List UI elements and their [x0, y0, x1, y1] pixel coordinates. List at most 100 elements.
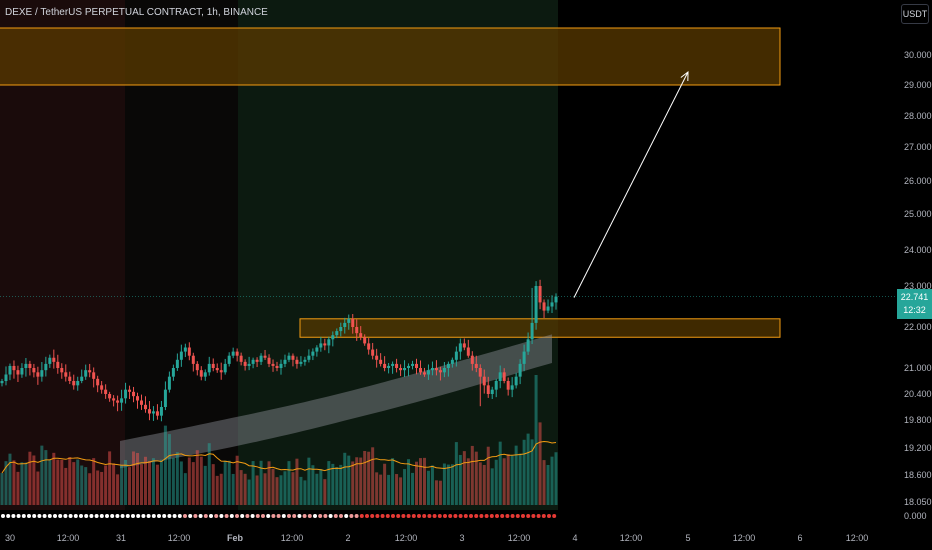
candle-body — [239, 355, 243, 362]
volume-bar — [275, 477, 279, 505]
candle-body — [56, 361, 60, 368]
signal-dot — [162, 514, 167, 518]
volume-bar — [251, 461, 255, 505]
signal-dot — [307, 514, 312, 518]
signal-dot — [79, 514, 83, 518]
time-axis[interactable]: 30 12:00 31 12:00 Feb 12:00 2 12:00 3 12:00 4 12:00… — [5, 533, 868, 543]
volume-bar — [255, 475, 259, 505]
candle-body — [538, 286, 542, 303]
candle-body — [403, 368, 407, 371]
volume-bar — [327, 461, 331, 505]
candle-body — [116, 400, 120, 403]
volume-bar — [430, 465, 434, 505]
candle-body — [60, 368, 64, 373]
time-tick-label: 12:00 — [57, 533, 80, 543]
volume-bar — [139, 464, 143, 505]
signal-dot — [27, 514, 31, 518]
signal-dot — [68, 514, 73, 518]
volume-bar — [72, 462, 76, 505]
volume-bar — [151, 458, 155, 505]
volume-bar — [526, 433, 530, 505]
candle-body — [327, 339, 331, 346]
candle-body — [474, 363, 478, 368]
volume-bar — [48, 459, 52, 505]
volume-bar — [474, 451, 478, 505]
candle-body — [128, 389, 132, 392]
volume-bar — [116, 474, 120, 505]
volume-bar — [0, 473, 4, 505]
volume-bar — [104, 465, 108, 505]
candle-body — [275, 365, 279, 368]
volume-bar — [307, 457, 311, 505]
candle-body — [418, 368, 422, 373]
signal-dot — [287, 514, 291, 518]
volume-bar — [554, 452, 558, 505]
candle-body — [159, 407, 163, 416]
chart-title: DEXE / TetherUS PERPETUAL CONTRACT, 1h, … — [5, 7, 268, 18]
candle-body — [295, 359, 299, 364]
volume-bar — [395, 474, 399, 505]
candle-body — [207, 363, 211, 373]
candle-body — [112, 398, 116, 401]
signal-dot — [417, 514, 421, 518]
price-tick-label: 28.000 — [904, 111, 932, 121]
signal-dot — [94, 514, 99, 518]
volume-bar — [347, 455, 351, 505]
signal-dot — [219, 514, 224, 518]
last-price-value: 22.741 — [900, 292, 929, 302]
currency-button[interactable]: USDT — [901, 4, 929, 24]
candle-body — [16, 370, 20, 375]
candle-body — [411, 363, 415, 366]
volume-bar — [550, 456, 554, 505]
signal-dot — [505, 514, 510, 518]
candle-body — [155, 411, 159, 416]
volume-bar — [387, 474, 391, 505]
volume-bar — [227, 460, 231, 505]
projection-arrow[interactable] — [573, 71, 689, 298]
price-tick-label: 26.000 — [904, 176, 932, 186]
signal-dot — [73, 514, 78, 518]
price-tick-label: 19.200 — [904, 443, 932, 453]
volume-bar — [16, 471, 20, 505]
volume-bar — [44, 450, 48, 505]
candle-body — [0, 381, 4, 384]
volume-bar — [375, 472, 379, 505]
signal-dot — [463, 514, 468, 518]
time-tick-label: 31 — [116, 533, 126, 543]
candle-body — [36, 372, 40, 377]
target-zone[interactable] — [0, 27, 781, 86]
volume-bar — [343, 452, 347, 505]
signal-dot — [354, 514, 359, 518]
volume-bar — [538, 422, 542, 505]
candle-body — [490, 389, 494, 394]
candle-body — [28, 363, 32, 368]
candle-body — [550, 302, 554, 307]
candle-body — [526, 339, 530, 352]
candle-body — [219, 370, 223, 373]
signal-dot — [458, 514, 463, 518]
candle-body — [120, 398, 124, 403]
candle-body — [534, 286, 538, 323]
signal-dot — [261, 514, 265, 518]
price-axis[interactable]: 30.000 29.000 28.000 27.000 26.000 25.000 24.0… — [904, 50, 932, 507]
signal-dot — [203, 514, 208, 518]
candle-body — [359, 333, 363, 338]
signal-dot — [266, 514, 271, 518]
signal-dot — [375, 514, 380, 518]
candle-body — [235, 351, 239, 356]
price-tick-label: 20.400 — [904, 389, 932, 399]
candle-body — [251, 359, 255, 364]
volume-bar — [415, 461, 419, 505]
candle-body — [40, 370, 44, 377]
signal-dot — [396, 514, 401, 518]
candle-body — [438, 370, 442, 373]
price-tick-label: 24.000 — [904, 245, 932, 255]
volume-bar — [351, 461, 355, 505]
candle-body — [367, 343, 371, 350]
support-zone[interactable] — [299, 318, 781, 338]
signal-dot — [453, 514, 458, 518]
price-tick-label: 23.000 — [904, 281, 932, 291]
time-tick-label: 12:00 — [281, 533, 304, 543]
volume-bar — [24, 462, 28, 505]
